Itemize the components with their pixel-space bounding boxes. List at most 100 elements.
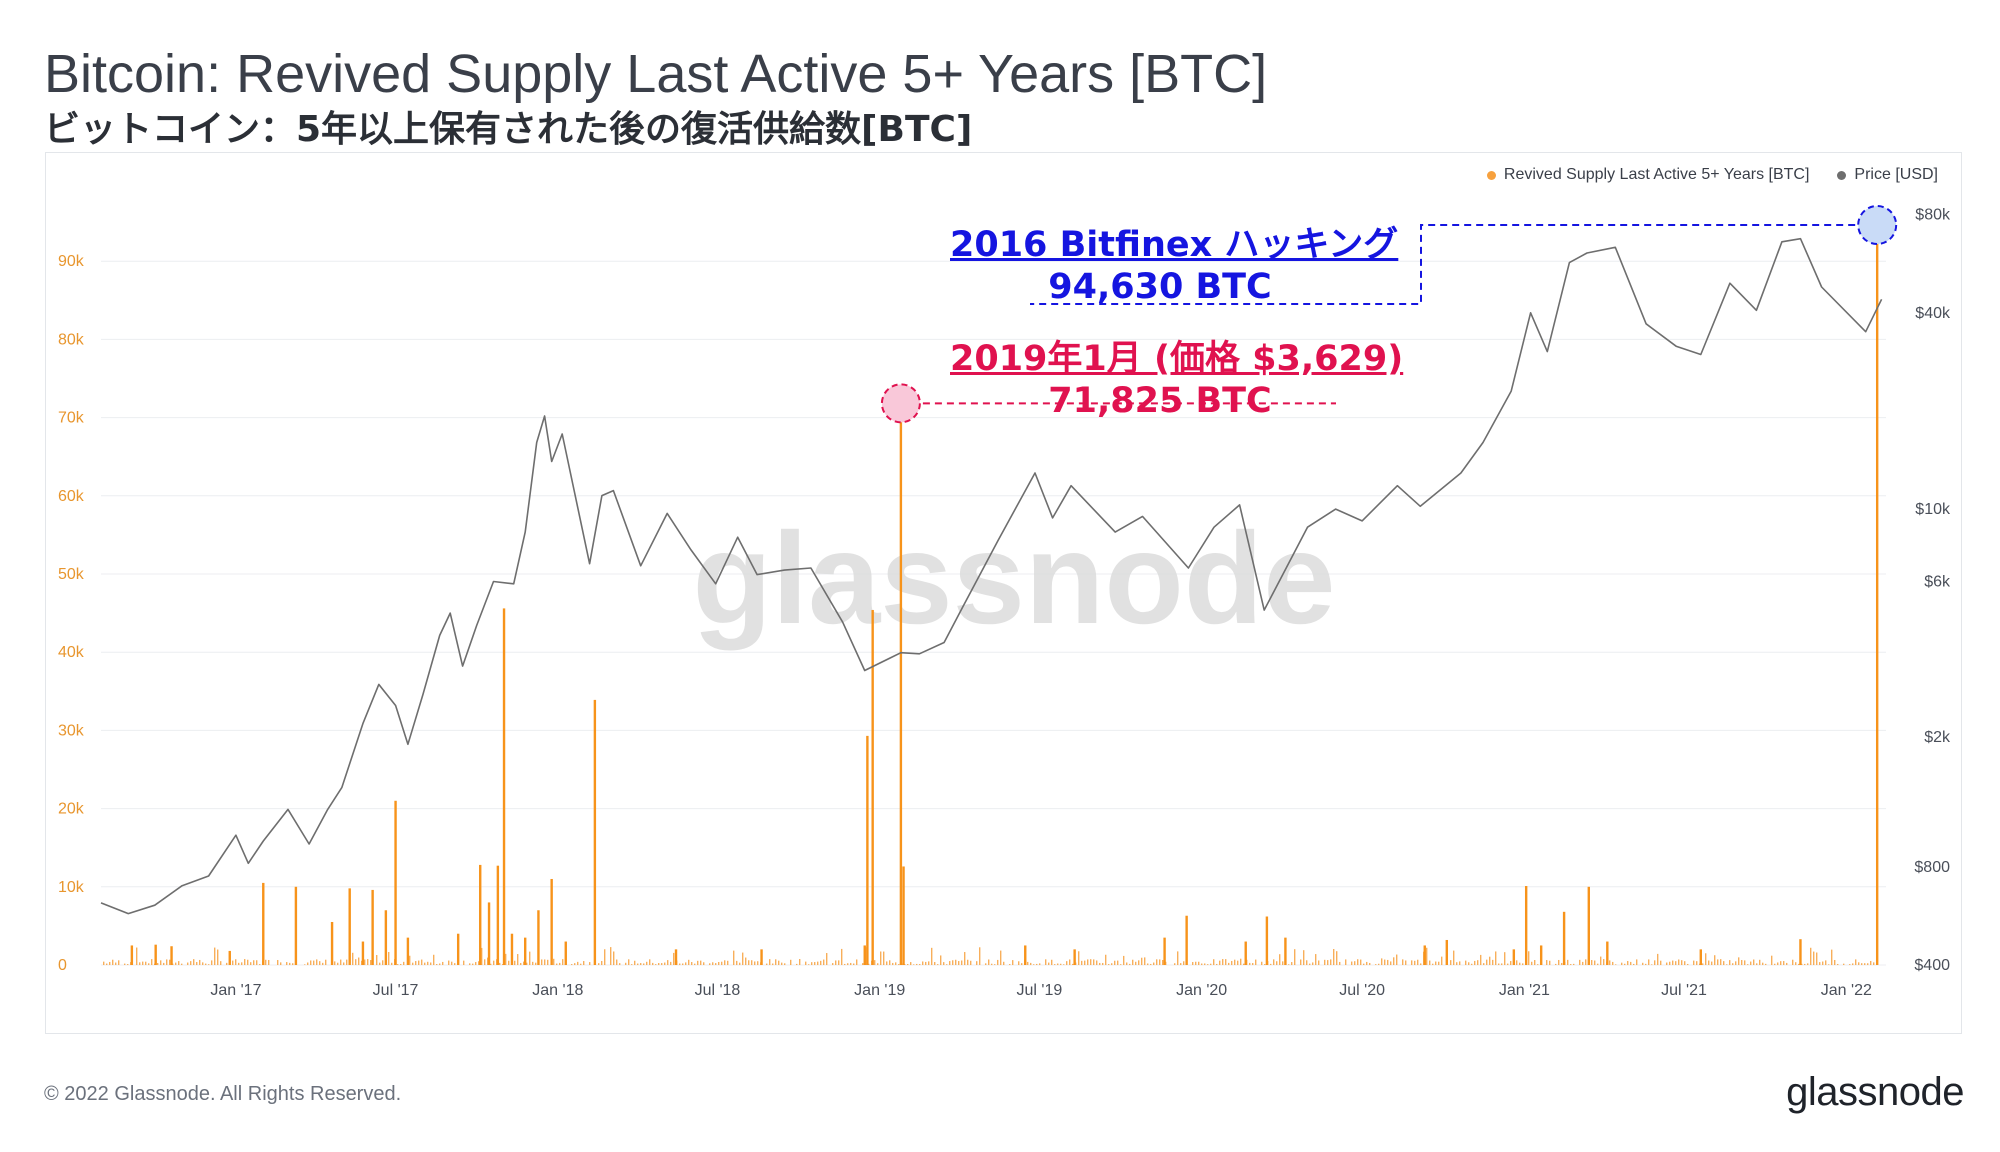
noise-bar bbox=[481, 947, 483, 965]
noise-bar bbox=[265, 959, 267, 965]
noise-bar bbox=[805, 961, 807, 965]
supply-bar bbox=[502, 608, 506, 965]
noise-bar bbox=[1315, 954, 1317, 965]
noise-bar bbox=[532, 961, 534, 965]
noise-bar bbox=[751, 960, 753, 965]
supply-bar bbox=[863, 945, 866, 965]
noise-bar bbox=[907, 963, 909, 965]
noise-bar bbox=[1744, 960, 1746, 965]
noise-bar bbox=[1102, 962, 1104, 965]
noise-bar bbox=[1216, 963, 1218, 965]
noise-bar bbox=[1144, 957, 1146, 965]
noise-bar bbox=[1735, 961, 1737, 965]
brand-logo[interactable]: glassnode bbox=[1786, 1070, 1964, 1114]
noise-bar bbox=[895, 962, 897, 965]
noise-bar bbox=[1684, 961, 1686, 965]
noise-bar bbox=[919, 964, 921, 965]
noise-bar bbox=[943, 962, 945, 965]
noise-bar bbox=[454, 963, 456, 965]
noise-bar bbox=[1603, 959, 1605, 965]
noise-bar bbox=[475, 962, 477, 965]
noise-bar bbox=[1786, 962, 1788, 965]
noise-bar bbox=[1870, 960, 1872, 965]
noise-bar bbox=[1309, 963, 1311, 965]
noise-bar bbox=[826, 953, 828, 965]
noise-bar bbox=[535, 962, 537, 965]
legend-item-supply[interactable]: Revived Supply Last Active 5+ Years [BTC… bbox=[1486, 166, 1810, 184]
noise-bar bbox=[619, 963, 621, 965]
noise-bar bbox=[1519, 962, 1521, 965]
noise-bar bbox=[1651, 964, 1653, 965]
noise-bar bbox=[421, 959, 423, 965]
noise-bar bbox=[1432, 963, 1434, 965]
noise-bar bbox=[997, 959, 999, 965]
noise-bar bbox=[202, 962, 204, 965]
noise-bar bbox=[193, 959, 195, 965]
noise-bar bbox=[1672, 960, 1674, 965]
noise-bar bbox=[655, 964, 657, 965]
noise-bar bbox=[1810, 947, 1812, 965]
noise-bar bbox=[1117, 960, 1119, 965]
noise-bar bbox=[187, 962, 189, 965]
noise-bar bbox=[625, 962, 627, 965]
noise-bar bbox=[664, 962, 666, 965]
chart-subtitle: ビットコイン：5年以上保有された後の復活供給数[BTC] bbox=[44, 109, 973, 150]
noise-bar bbox=[1009, 964, 1011, 965]
noise-bar bbox=[244, 959, 246, 965]
noise-bar bbox=[1066, 961, 1068, 965]
noise-bar bbox=[334, 961, 336, 965]
noise-bar bbox=[1072, 963, 1074, 965]
noise-bar bbox=[556, 963, 558, 965]
legend-item-price[interactable]: Price [USD] bbox=[1837, 166, 1938, 184]
chart-panel: 0 10k 20k 30k 40k 50k 60k 70k 80k 90k $400 $800 $2k $… bbox=[45, 152, 1962, 1034]
noise-bar bbox=[196, 962, 198, 965]
noise-bar bbox=[1366, 961, 1368, 965]
noise-bar bbox=[643, 963, 645, 965]
supply-bar bbox=[479, 864, 482, 965]
noise-bar bbox=[127, 964, 129, 965]
left-tick-label: 10k bbox=[58, 879, 85, 896]
noise-bar bbox=[964, 952, 966, 965]
noise-bar bbox=[1837, 963, 1839, 965]
noise-bar bbox=[325, 959, 327, 965]
noise-bar bbox=[1000, 950, 1002, 965]
noise-bar bbox=[1369, 962, 1371, 965]
noise-bar bbox=[970, 960, 972, 965]
noise-bar bbox=[268, 960, 270, 965]
noise-bar bbox=[1354, 961, 1356, 965]
supply-bar bbox=[348, 888, 351, 965]
noise-bar bbox=[742, 952, 744, 965]
supply-bar bbox=[1587, 886, 1590, 965]
noise-bar bbox=[976, 961, 978, 965]
noise-bar bbox=[1774, 963, 1776, 965]
noise-bar bbox=[169, 959, 171, 965]
noise-bar bbox=[661, 963, 663, 965]
noise-bar bbox=[1111, 963, 1113, 965]
noise-bar bbox=[961, 960, 963, 965]
supply-bar bbox=[130, 945, 134, 965]
noise-bar bbox=[1756, 963, 1758, 965]
noise-bar bbox=[604, 949, 606, 965]
noise-bar bbox=[1204, 963, 1206, 965]
noise-bar bbox=[994, 964, 996, 965]
noise-bar bbox=[1336, 951, 1338, 965]
noise-bar bbox=[1729, 960, 1731, 965]
noise-bar bbox=[1420, 963, 1422, 965]
watermark: glassnode bbox=[693, 505, 1336, 651]
noise-bar bbox=[1351, 961, 1353, 965]
noise-bar bbox=[784, 963, 786, 965]
noise-bar bbox=[1615, 964, 1617, 965]
noise-bar bbox=[1498, 963, 1500, 965]
noise-bar bbox=[214, 947, 216, 965]
noise-bar bbox=[1300, 959, 1302, 965]
noise-bar bbox=[1813, 951, 1815, 965]
noise-bar bbox=[1501, 963, 1503, 965]
noise-bar bbox=[439, 963, 441, 965]
supply-bar bbox=[361, 941, 365, 965]
noise-bar bbox=[616, 959, 618, 965]
noise-bar bbox=[163, 962, 165, 965]
noise-bar bbox=[1033, 964, 1035, 965]
legend-label-supply: Revived Supply Last Active 5+ Years [BTC… bbox=[1503, 166, 1810, 183]
noise-bar bbox=[526, 962, 528, 965]
left-tick-label: 0 bbox=[58, 957, 67, 974]
